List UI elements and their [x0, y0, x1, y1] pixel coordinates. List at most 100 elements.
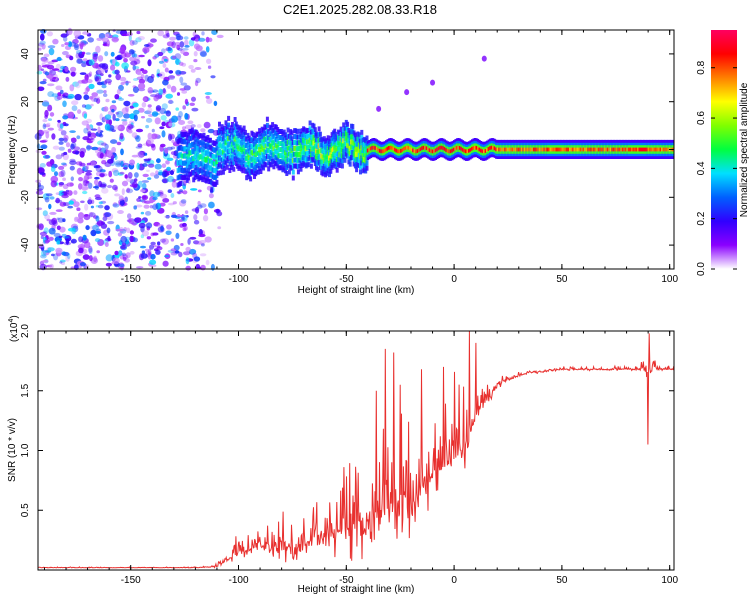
noise-blob — [55, 197, 60, 204]
noise-blob — [115, 162, 121, 166]
noise-blob — [123, 81, 131, 84]
noise-blob — [150, 241, 156, 245]
noise-blob — [97, 140, 105, 146]
transition-cell — [193, 175, 197, 181]
band-cell — [620, 147, 623, 152]
noise-blob — [69, 160, 77, 165]
noise-blob — [110, 64, 116, 71]
transition-cell — [202, 167, 206, 173]
band-cell — [649, 147, 652, 152]
spur-point — [430, 79, 436, 86]
noise-blob — [52, 145, 60, 150]
band-cell — [537, 147, 540, 152]
transition-cell — [193, 132, 197, 138]
noise-blob — [81, 186, 89, 190]
transition-cell — [215, 179, 219, 185]
noise-blob — [104, 33, 110, 38]
noise-blob — [121, 107, 129, 115]
transition-cell — [340, 158, 344, 164]
band-cell — [463, 148, 466, 153]
noise-blob — [151, 89, 159, 93]
transition-cell — [269, 162, 273, 168]
noise-blob — [41, 65, 50, 68]
noise-blob — [121, 180, 129, 187]
noise-blob — [48, 227, 56, 235]
snr-y-tick-label: 1.0 — [20, 443, 31, 457]
band-cell — [392, 146, 395, 151]
noise-blob — [205, 259, 210, 266]
noise-blob — [174, 250, 180, 254]
snr-y-tick-label: 2.0 — [20, 324, 31, 338]
noise-blob — [184, 39, 189, 46]
band-cell — [434, 148, 437, 153]
noise-blob — [73, 201, 80, 208]
band-cell — [544, 147, 548, 152]
snr-line — [37, 330, 675, 569]
band-cell — [561, 147, 564, 152]
noise-blob — [136, 266, 144, 269]
noise-blob — [160, 238, 166, 243]
noise-blob — [127, 172, 133, 179]
band-cell — [606, 147, 609, 152]
noise-blob — [76, 58, 83, 64]
noise-blob — [42, 123, 47, 130]
transition-cell — [201, 177, 205, 183]
noise-blob — [85, 52, 91, 55]
noise-blob — [145, 117, 153, 123]
noise-blob — [81, 104, 87, 108]
noise-blob — [47, 127, 54, 131]
noise-blob — [163, 170, 170, 177]
noise-blob — [122, 252, 126, 257]
noise-blob — [96, 89, 104, 94]
noise-blob — [40, 68, 45, 72]
band-cell — [572, 147, 575, 152]
noise-blob — [94, 194, 101, 198]
transition-cell — [185, 149, 189, 155]
band-cell — [374, 146, 377, 150]
band-cell — [652, 147, 655, 152]
transition-cell — [340, 163, 344, 169]
band-cell — [439, 145, 442, 150]
noise-blob — [141, 69, 148, 75]
noise-blob — [165, 47, 173, 52]
band-cell — [501, 147, 504, 152]
noise-blob — [65, 76, 70, 82]
noise-blob — [102, 216, 108, 222]
noise-blob — [54, 171, 58, 177]
noise-blob — [135, 128, 144, 133]
noise-blob — [58, 137, 65, 142]
band-cell — [475, 145, 478, 150]
noise-blob — [188, 248, 197, 255]
transition-cell — [184, 160, 188, 166]
chart-title: C2E1.2025.282.08.33.R18 — [283, 2, 437, 17]
noise-blob — [142, 163, 148, 167]
noise-blob — [58, 165, 65, 170]
noise-blob — [138, 222, 146, 229]
transition-cell — [221, 169, 225, 175]
noise-blob — [182, 190, 188, 195]
band-cell — [641, 147, 644, 152]
transition-cell — [335, 167, 339, 173]
colorbar-label: Normalized spectral amplitude — [739, 82, 750, 217]
snr-ticks: -150 -100 -50 0 50 100 0.5 1.0 1.5 2.0 — [20, 324, 678, 586]
band-cell — [522, 147, 525, 152]
transition-cell — [353, 132, 357, 138]
noise-blob — [142, 195, 147, 199]
noise-blob — [104, 51, 109, 57]
transition-cell — [282, 165, 286, 171]
snr-series — [37, 330, 675, 569]
noise-blob — [178, 251, 183, 258]
noise-blob — [108, 119, 113, 126]
noise-blob — [84, 203, 89, 211]
transition-cell — [316, 166, 320, 172]
band-cell — [597, 147, 600, 152]
transition-cell — [269, 144, 273, 149]
noise-blob — [52, 38, 59, 45]
noise-blob — [47, 73, 54, 80]
band-cell — [640, 147, 643, 152]
noise-blob — [42, 259, 49, 263]
noise-blob — [84, 241, 91, 249]
noise-blob — [57, 217, 64, 223]
noise-blob — [166, 157, 174, 161]
noise-blob — [136, 162, 140, 170]
